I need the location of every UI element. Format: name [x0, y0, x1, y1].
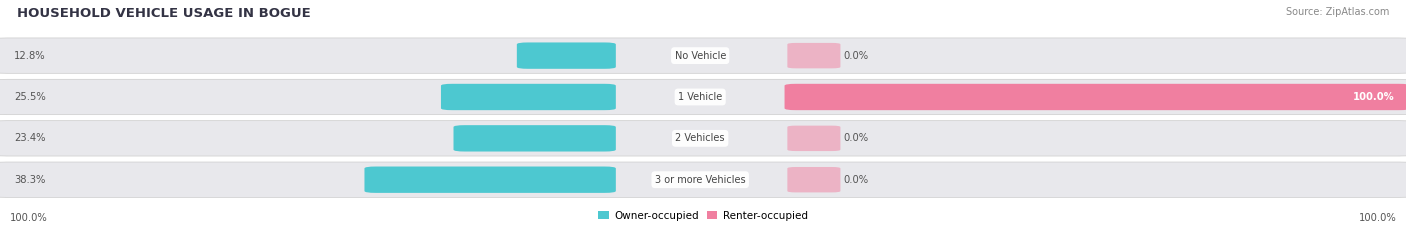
Text: 2 Vehicles: 2 Vehicles: [675, 133, 725, 143]
Text: HOUSEHOLD VEHICLE USAGE IN BOGUE: HOUSEHOLD VEHICLE USAGE IN BOGUE: [17, 7, 311, 20]
FancyBboxPatch shape: [441, 84, 616, 110]
Text: 38.3%: 38.3%: [14, 175, 45, 185]
FancyBboxPatch shape: [364, 167, 616, 193]
Text: 23.4%: 23.4%: [14, 133, 45, 143]
FancyBboxPatch shape: [0, 79, 1406, 115]
Legend: Owner-occupied, Renter-occupied: Owner-occupied, Renter-occupied: [595, 206, 811, 225]
Text: No Vehicle: No Vehicle: [675, 51, 725, 61]
FancyBboxPatch shape: [517, 42, 616, 69]
Text: 3 or more Vehicles: 3 or more Vehicles: [655, 175, 745, 185]
Text: 0.0%: 0.0%: [844, 175, 869, 185]
Text: 100.0%: 100.0%: [1353, 92, 1395, 102]
FancyBboxPatch shape: [0, 38, 1406, 73]
Text: 12.8%: 12.8%: [14, 51, 45, 61]
FancyBboxPatch shape: [787, 43, 841, 68]
FancyBboxPatch shape: [454, 125, 616, 151]
Text: 25.5%: 25.5%: [14, 92, 46, 102]
FancyBboxPatch shape: [0, 162, 1406, 197]
Text: Source: ZipAtlas.com: Source: ZipAtlas.com: [1285, 7, 1389, 17]
Text: 0.0%: 0.0%: [844, 133, 869, 143]
Text: 100.0%: 100.0%: [10, 213, 48, 223]
FancyBboxPatch shape: [787, 167, 841, 192]
FancyBboxPatch shape: [0, 121, 1406, 156]
Text: 0.0%: 0.0%: [844, 51, 869, 61]
Text: 1 Vehicle: 1 Vehicle: [678, 92, 723, 102]
FancyBboxPatch shape: [785, 84, 1406, 110]
FancyBboxPatch shape: [787, 126, 841, 151]
Text: 100.0%: 100.0%: [1358, 213, 1396, 223]
